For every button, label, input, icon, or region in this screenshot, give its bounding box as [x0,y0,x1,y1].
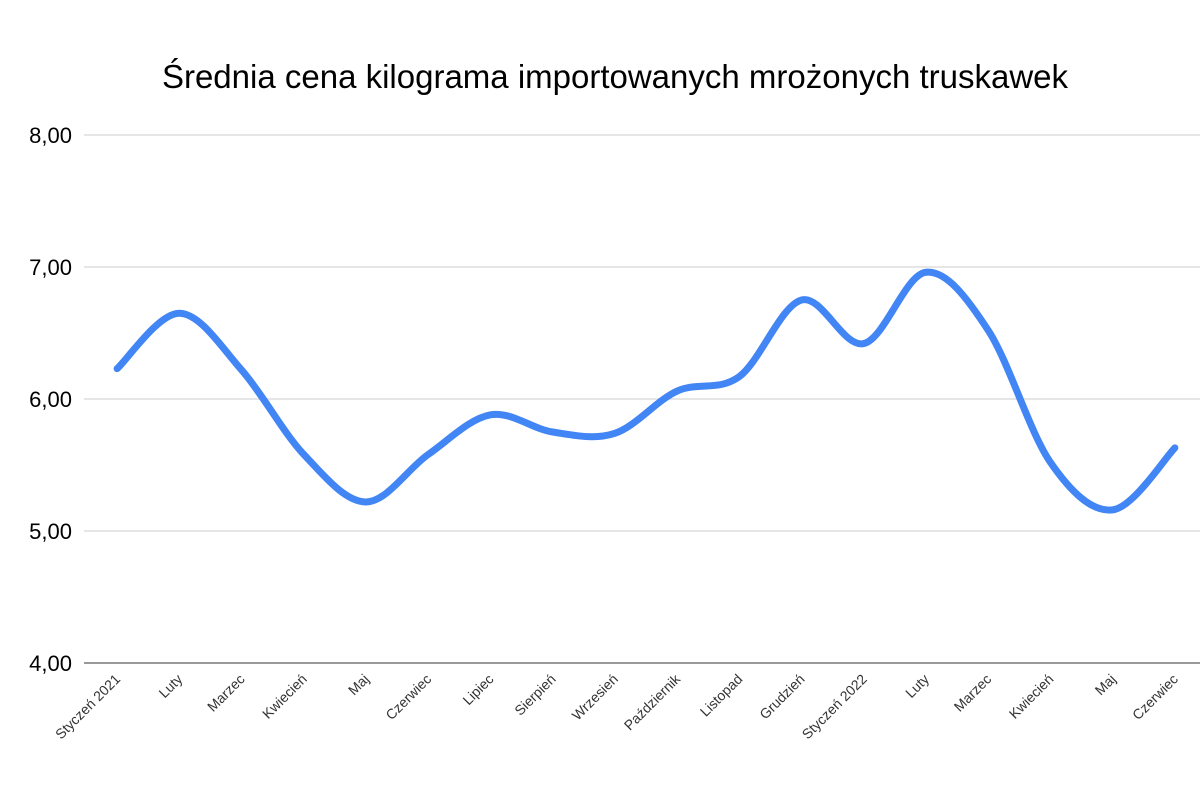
x-tick-label: Maj [345,671,372,698]
y-tick-label: 6,00 [29,387,72,412]
series-line [113,268,1179,514]
x-tick-label: Sierpień [511,671,559,719]
x-tick-label: Styczeń 2022 [799,671,870,742]
x-tick-label: Listopad [697,671,746,720]
x-tick-label: Kwiecień [259,671,310,722]
x-tick-label: Marzec [204,671,248,715]
y-tick-label: 7,00 [29,255,72,280]
y-tick-label: 8,00 [29,123,72,148]
x-tick-label: Maj [1092,671,1119,698]
x-tick-label: Luty [155,671,185,701]
y-tick-label: 4,00 [29,651,72,676]
x-tick-label: Czerwiec [1129,671,1181,723]
x-tick-label: Grudzień [756,671,807,722]
x-tick-label: Styczeń 2021 [52,671,123,742]
chart-title: Średnia cena kilograma importowanych mro… [162,57,1069,95]
x-tick-label: Czerwiec [382,671,434,723]
x-tick-label: Wrzesień [569,671,621,723]
y-tick-label: 5,00 [29,519,72,544]
x-tick-label: Kwiecień [1006,671,1057,722]
x-tick-label: Październik [621,670,684,733]
x-tick-label: Lipiec [459,671,496,708]
x-tick-label: Marzec [951,671,995,715]
x-tick-label: Luty [902,671,932,701]
